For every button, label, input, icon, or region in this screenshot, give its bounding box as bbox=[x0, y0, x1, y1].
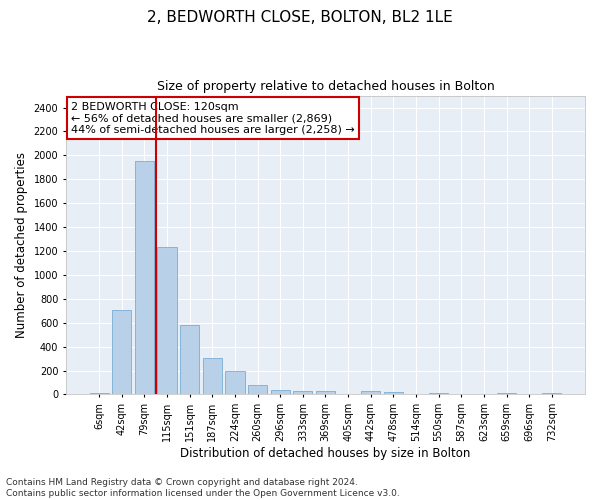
Bar bbox=[497, 393, 516, 394]
Title: Size of property relative to detached houses in Bolton: Size of property relative to detached ho… bbox=[157, 80, 494, 93]
Bar bbox=[429, 393, 448, 394]
Bar bbox=[542, 393, 562, 394]
Text: Contains HM Land Registry data © Crown copyright and database right 2024.
Contai: Contains HM Land Registry data © Crown c… bbox=[6, 478, 400, 498]
Bar bbox=[135, 162, 154, 394]
Bar bbox=[157, 248, 176, 394]
Bar bbox=[384, 392, 403, 394]
Bar bbox=[89, 393, 109, 394]
Bar bbox=[248, 386, 267, 394]
Bar bbox=[203, 358, 222, 395]
Y-axis label: Number of detached properties: Number of detached properties bbox=[15, 152, 28, 338]
Bar bbox=[316, 391, 335, 394]
Bar bbox=[361, 391, 380, 394]
Bar bbox=[226, 370, 245, 394]
Bar bbox=[271, 390, 290, 394]
X-axis label: Distribution of detached houses by size in Bolton: Distribution of detached houses by size … bbox=[180, 447, 470, 460]
Bar bbox=[180, 325, 199, 394]
Text: 2, BEDWORTH CLOSE, BOLTON, BL2 1LE: 2, BEDWORTH CLOSE, BOLTON, BL2 1LE bbox=[147, 10, 453, 25]
Bar bbox=[112, 310, 131, 394]
Text: 2 BEDWORTH CLOSE: 120sqm
← 56% of detached houses are smaller (2,869)
44% of sem: 2 BEDWORTH CLOSE: 120sqm ← 56% of detach… bbox=[71, 102, 355, 134]
Bar bbox=[293, 391, 313, 394]
